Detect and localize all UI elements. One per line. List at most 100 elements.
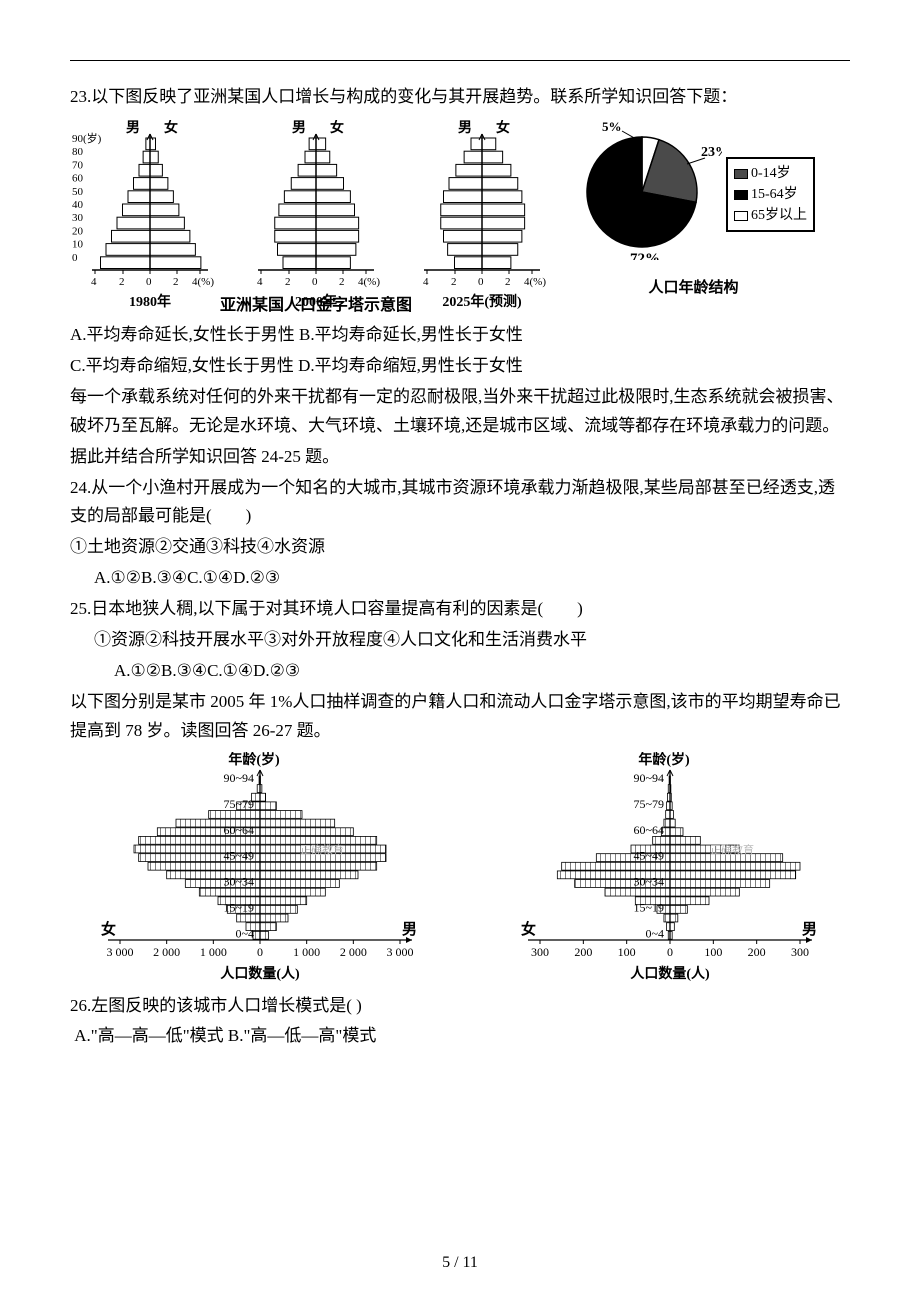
- top-rule: [70, 60, 850, 61]
- svg-text:男: 男: [458, 120, 472, 136]
- svg-text:2: 2: [451, 276, 457, 288]
- svg-text:60~64: 60~64: [634, 822, 665, 836]
- pyramid-2025: 男女42024(%)2025年(预测): [402, 120, 562, 290]
- pyramid-row: 男女90(岁)8070605040302010042024(%)1980年 男女…: [70, 120, 562, 290]
- svg-text:正确教育: 正确教育: [300, 842, 344, 856]
- svg-text:70: 70: [72, 159, 84, 171]
- q23-optA: A.平均寿命延长,女性长于男性: [70, 325, 295, 344]
- svg-text:30~34: 30~34: [224, 874, 255, 888]
- svg-text:4: 4: [423, 276, 429, 288]
- legend-15-64: 15-64岁: [734, 184, 807, 205]
- svg-text:4(%): 4(%): [524, 276, 546, 288]
- svg-text:男: 男: [292, 120, 306, 136]
- svg-text:30~34: 30~34: [634, 874, 665, 888]
- svg-text:90~94: 90~94: [224, 771, 255, 785]
- q23-text: 23.以下图反映了亚洲某国人口增长与构成的变化与其开展趋势。联系所学知识回答下题…: [70, 83, 850, 112]
- svg-text:40: 40: [72, 199, 84, 211]
- svg-text:100: 100: [618, 945, 636, 959]
- svg-text:45~49: 45~49: [224, 848, 255, 862]
- svg-text:2 000: 2 000: [340, 945, 367, 959]
- svg-text:200: 200: [748, 945, 766, 959]
- svg-text:0: 0: [667, 945, 673, 959]
- svg-text:0~4: 0~4: [236, 926, 255, 940]
- svg-text:300: 300: [791, 945, 809, 959]
- svg-text:4(%): 4(%): [192, 276, 214, 288]
- pyramid2-right: 年龄(岁) 90~94 75~79 60~64 45~49 30~34 15~19 0~4 30…: [490, 752, 850, 982]
- q23-opts-ab: A.平均寿命延长,女性长于男性 B.平均寿命延长,男性长于女性: [70, 321, 850, 350]
- svg-text:男: 男: [402, 921, 417, 938]
- svg-text:2 000: 2 000: [153, 945, 180, 959]
- svg-text:0: 0: [312, 276, 318, 288]
- svg-text:2: 2: [173, 276, 179, 288]
- q23-optB: B.平均寿命延长,男性长于女性: [299, 325, 523, 344]
- svg-text:4(%): 4(%): [358, 276, 380, 288]
- svg-text:5%: 5%: [602, 120, 622, 134]
- svg-text:80: 80: [72, 146, 84, 158]
- svg-text:0: 0: [478, 276, 484, 288]
- svg-text:女: 女: [164, 120, 178, 136]
- q23-body: 以下图反映了亚洲某国人口增长与构成的变化与其开展趋势。联系所学知识回答下题：: [91, 87, 737, 106]
- legend-0-14: 0-14岁: [734, 163, 807, 184]
- q25-opts: A.①②B.③④C.①④D.②③: [70, 657, 850, 686]
- svg-text:2: 2: [505, 276, 511, 288]
- passage-26-27: 以下图分别是某市 2005 年 1%人口抽样调查的户籍人口和流动人口金字塔示意图…: [70, 688, 850, 746]
- svg-text:0~4: 0~4: [646, 926, 665, 940]
- svg-text:45~49: 45~49: [634, 848, 665, 862]
- svg-text:300: 300: [531, 945, 549, 959]
- svg-text:2: 2: [119, 276, 125, 288]
- svg-text:2000年: 2000年: [295, 293, 337, 310]
- pyramid-2000: 男女42024(%)2000年: [236, 120, 396, 290]
- svg-text:0: 0: [146, 276, 152, 288]
- svg-text:年龄(岁): 年龄(岁): [228, 752, 280, 768]
- svg-text:2: 2: [285, 276, 291, 288]
- svg-text:1 000: 1 000: [293, 945, 320, 959]
- q23-figure: 男女90(岁)8070605040302010042024(%)1980年 男女…: [70, 120, 850, 319]
- svg-text:72%: 72%: [630, 251, 660, 260]
- svg-text:20: 20: [72, 225, 84, 237]
- passage-24-25-p2: 据此并结合所学知识回答 24-25 题。: [70, 443, 850, 472]
- svg-text:年龄(岁): 年龄(岁): [638, 752, 690, 768]
- q24-opts: A.①②B.③④C.①④D.②③: [70, 564, 850, 593]
- svg-text:2: 2: [339, 276, 345, 288]
- svg-text:10: 10: [72, 238, 84, 250]
- pyramid2-left: 年龄(岁)90~9475~7960~6445~4930~3415~190~43 …: [70, 752, 450, 982]
- q23-opts-cd: C.平均寿命缩短,女性长于男性 D.平均寿命缩短,男性长于女性: [70, 352, 850, 381]
- q25-line1: 25.日本地狭人稠,以下属于对其环境人口容量提高有利的因素是( ): [70, 595, 850, 624]
- svg-text:正确教育: 正确教育: [710, 842, 754, 856]
- svg-text:男: 男: [126, 120, 140, 136]
- q26-optA: A."高—高—低"模式: [74, 1026, 223, 1045]
- page-number: 5 / 11: [0, 1249, 920, 1276]
- svg-text:人口数量(人): 人口数量(人): [220, 965, 300, 982]
- pie-legend: 0-14岁 15-64岁 65岁以上: [726, 157, 815, 232]
- q24-line1: 24.从一个小渔村开展成为一个知名的大城市,其城市资源环境承载力渐趋极限,某些局…: [70, 474, 850, 532]
- svg-text:女: 女: [101, 920, 116, 938]
- svg-text:0: 0: [257, 945, 263, 959]
- q25-line2: ①资源②科技开展水平③对外开放程度④人口文化和生活消费水平: [70, 626, 850, 655]
- pie-block: 5%23%72% 0-14岁 15-64岁 65岁以上 人口年龄结构: [572, 120, 815, 301]
- svg-text:1 000: 1 000: [200, 945, 227, 959]
- svg-text:75~79: 75~79: [634, 796, 665, 810]
- q23-optC: C.平均寿命缩短,女性长于男性: [70, 356, 294, 375]
- svg-text:15~19: 15~19: [634, 900, 665, 914]
- svg-text:23%: 23%: [701, 145, 722, 160]
- q26-opts: A."高—高—低"模式 B."高—低—高"模式: [70, 1022, 850, 1051]
- pyramid-1980: 男女90(岁)8070605040302010042024(%)1980年: [70, 120, 230, 290]
- q26-optB: B."高—低—高"模式: [228, 1026, 376, 1045]
- svg-text:人口数量(人): 人口数量(人): [630, 965, 710, 982]
- pyramid2-row: 年龄(岁)90~9475~7960~6445~4930~3415~190~43 …: [70, 752, 850, 982]
- q26-line1: 26.左图反映的该城市人口增长模式是( ): [70, 992, 850, 1021]
- svg-text:4: 4: [257, 276, 263, 288]
- svg-text:60: 60: [72, 172, 84, 184]
- svg-text:60~64: 60~64: [224, 822, 255, 836]
- svg-text:1980年: 1980年: [129, 293, 171, 310]
- svg-text:200: 200: [574, 945, 592, 959]
- q24-line2: ①土地资源②交通③科技④水资源: [70, 533, 850, 562]
- svg-text:30: 30: [72, 212, 84, 224]
- svg-text:50: 50: [72, 186, 84, 198]
- svg-text:0: 0: [72, 252, 78, 264]
- svg-text:90~94: 90~94: [634, 771, 665, 785]
- svg-text:75~79: 75~79: [224, 796, 255, 810]
- passage-24-25-p1: 每一个承载系统对任何的外来干扰都有一定的忍耐极限,当外来干扰超过此极限时,生态系…: [70, 383, 850, 441]
- svg-text:女: 女: [496, 120, 510, 136]
- q23-optD: D.平均寿命缩短,男性长于女性: [298, 356, 523, 375]
